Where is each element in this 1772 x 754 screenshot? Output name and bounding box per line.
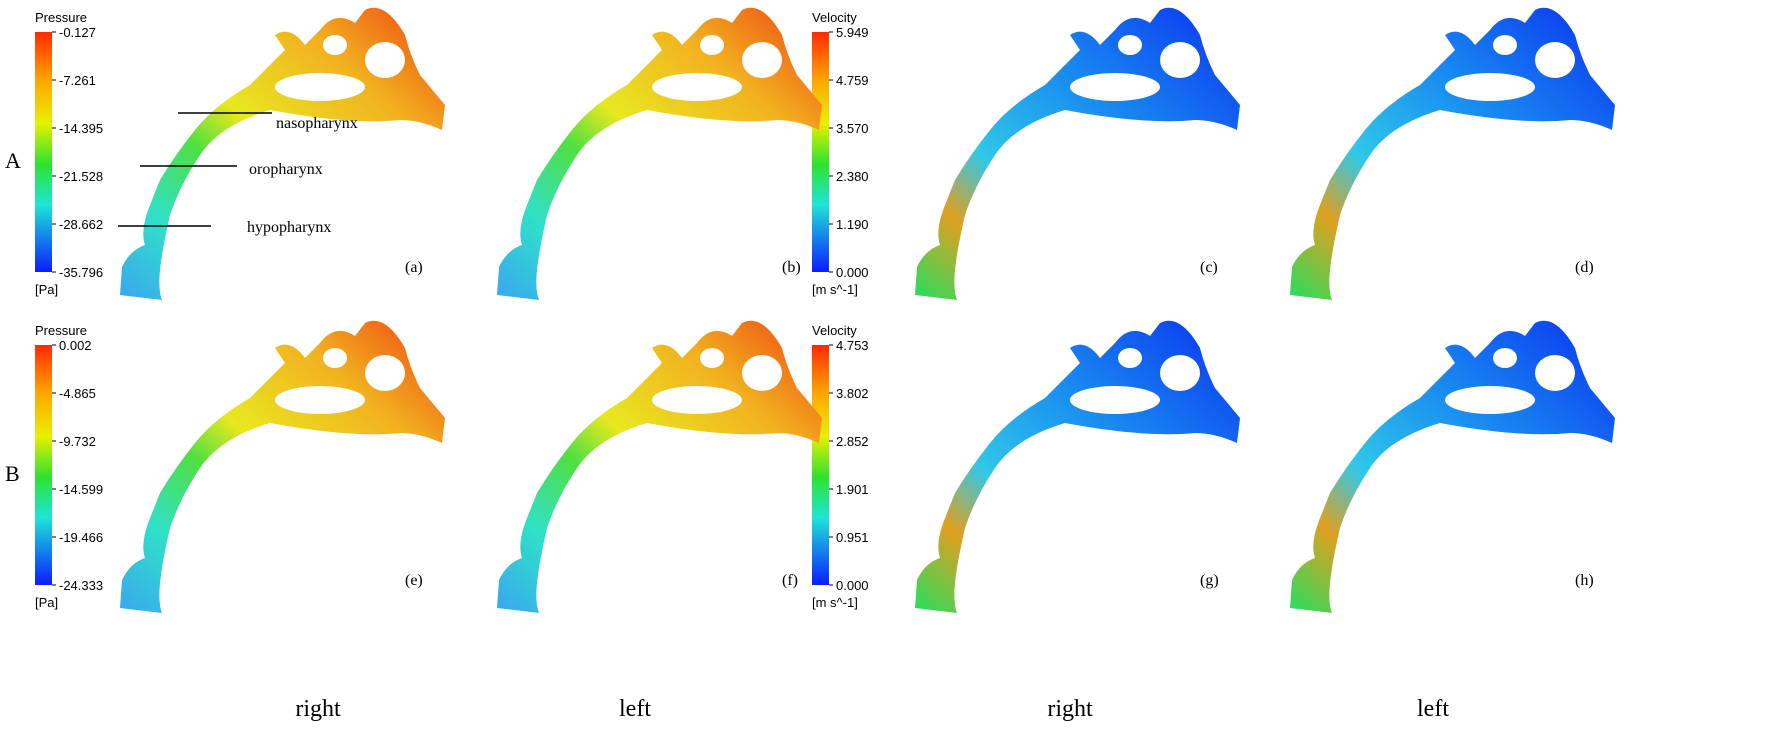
row-label: A xyxy=(5,148,21,173)
colorbar-tick-label: 0.000 xyxy=(836,578,869,593)
panel-label: (d) xyxy=(1575,259,1594,276)
airway-shape xyxy=(915,7,1240,301)
colorbar-tick-label: -21.528 xyxy=(59,169,103,184)
colorbar-tick-label: 4.759 xyxy=(836,73,869,88)
colorbar-tick-label: -0.127 xyxy=(59,25,96,40)
panel-label: (e) xyxy=(405,572,423,589)
panel-label: (h) xyxy=(1575,572,1594,589)
colorbar-tick-label: -28.662 xyxy=(59,217,103,232)
colorbar-tick-label: 1.190 xyxy=(836,217,869,232)
colorbar-tick-label: -35.796 xyxy=(59,265,103,280)
airway-contour xyxy=(497,320,822,613)
colorbar-tick-label: 0.951 xyxy=(836,530,869,545)
colorbar-unit: [m s^-1] xyxy=(812,282,858,297)
colorbar xyxy=(812,345,829,585)
colorbar-tick-label: 3.570 xyxy=(836,121,869,136)
colorbar-tick-label: 4.753 xyxy=(836,338,869,353)
colorbar-tick-label: 1.901 xyxy=(836,482,869,497)
colorbar-tick-label: -24.333 xyxy=(59,578,103,593)
colorbar xyxy=(812,32,829,272)
airway-shape xyxy=(120,320,445,613)
colorbar xyxy=(35,32,52,272)
column-label: left xyxy=(619,696,651,722)
colorbar-unit: [Pa] xyxy=(35,595,58,610)
airway-contour xyxy=(120,320,445,613)
colorbar-title: Velocity xyxy=(812,10,857,25)
colorbar-title: Velocity xyxy=(812,323,857,338)
annotation: nasopharynx xyxy=(276,115,358,132)
colorbar-tick-label: -14.599 xyxy=(59,482,103,497)
airway-shape xyxy=(915,320,1240,613)
colorbar-tick-label: 2.380 xyxy=(836,169,869,184)
airway-shape xyxy=(1290,7,1615,301)
colorbar-tick-label: -19.466 xyxy=(59,530,103,545)
colorbar-tick-label: 0.002 xyxy=(59,338,92,353)
airway-shape xyxy=(1290,320,1615,613)
panel-label: (f) xyxy=(782,572,798,589)
annotation: oropharynx xyxy=(249,161,323,178)
airway-contour xyxy=(1290,320,1615,613)
airway-shape xyxy=(120,7,445,301)
row-label: B xyxy=(5,461,20,486)
colorbar-tick-label: 0.000 xyxy=(836,265,869,280)
colorbar xyxy=(35,345,52,585)
airway-contour xyxy=(1290,7,1615,301)
column-label: left xyxy=(1417,696,1449,722)
colorbar-tick-label: -7.261 xyxy=(59,73,96,88)
column-label: right xyxy=(295,696,341,722)
airway-shape xyxy=(497,320,822,613)
colorbar-unit: [Pa] xyxy=(35,282,58,297)
colorbar-tick-label: -14.395 xyxy=(59,121,103,136)
airway-shape xyxy=(497,7,822,301)
colorbar-tick-label: 2.852 xyxy=(836,434,869,449)
airway-contour xyxy=(915,7,1240,301)
airway-contour xyxy=(497,7,822,301)
colorbar-title: Pressure xyxy=(35,10,87,25)
column-label: right xyxy=(1047,696,1093,722)
colorbar-unit: [m s^-1] xyxy=(812,595,858,610)
annotation: hypopharynx xyxy=(247,219,331,236)
panel-label: (a) xyxy=(405,259,423,276)
colorbar-tick-label: 5.949 xyxy=(836,25,869,40)
panel-label: (b) xyxy=(782,259,801,276)
panel-label: (g) xyxy=(1200,572,1219,589)
colorbar-tick-label: 3.802 xyxy=(836,386,869,401)
colorbar-tick-label: -4.865 xyxy=(59,386,96,401)
airway-contour xyxy=(915,320,1240,613)
colorbar-title: Pressure xyxy=(35,323,87,338)
colorbar-tick-label: -9.732 xyxy=(59,434,96,449)
panel-label: (c) xyxy=(1200,259,1218,276)
airway-contour xyxy=(120,7,445,301)
